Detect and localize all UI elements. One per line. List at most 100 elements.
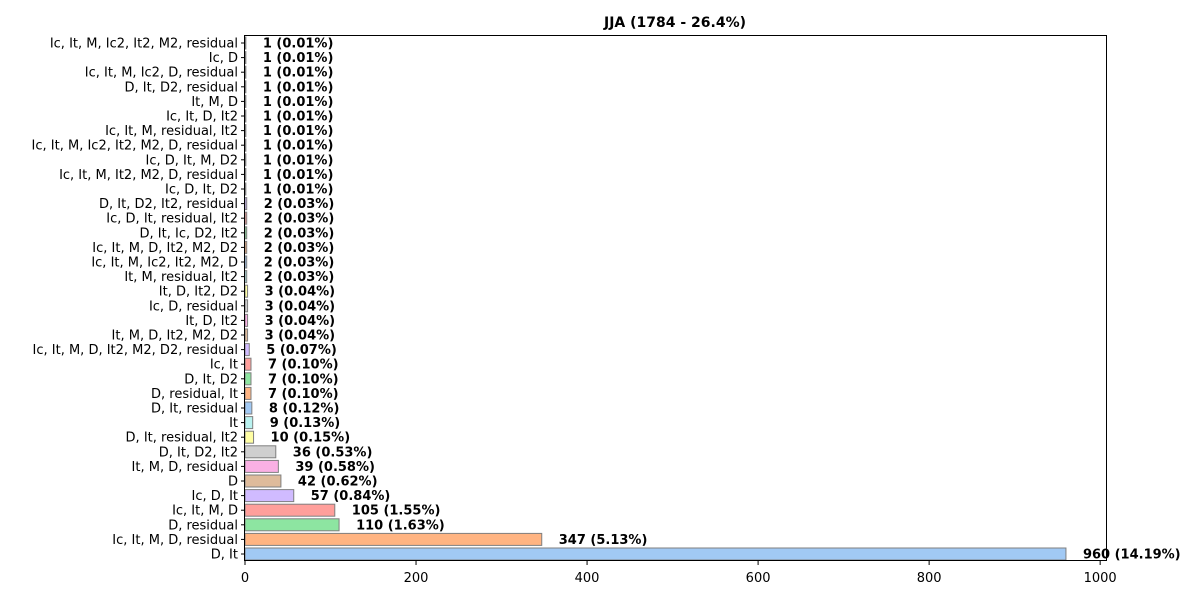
bar — [244, 328, 249, 342]
y-tick-label: Ic, D, It, residual, It2 — [106, 212, 238, 227]
data-label: 7 (0.10%) — [268, 387, 339, 402]
bar — [244, 313, 249, 327]
bar — [244, 270, 248, 284]
data-label: 960 (14.19%) — [1083, 548, 1181, 563]
y-tick-label: D, It, residual — [151, 402, 238, 417]
bar — [244, 255, 248, 269]
bar — [244, 474, 282, 488]
data-label: 2 (0.03%) — [264, 197, 335, 212]
y-tick-label: D, residual, It — [151, 387, 238, 402]
bar — [244, 430, 255, 444]
x-tick-label: 200 — [404, 571, 429, 586]
y-tick-label: Ic, It — [210, 358, 238, 373]
data-label: 105 (1.55%) — [352, 504, 441, 519]
bar — [244, 299, 249, 313]
data-label: 2 (0.03%) — [264, 241, 335, 256]
bar — [244, 138, 247, 152]
data-label: 1 (0.01%) — [263, 51, 334, 66]
data-label: 1 (0.01%) — [263, 80, 334, 95]
plot-frame — [244, 35, 1107, 561]
data-label: 3 (0.04%) — [265, 329, 336, 344]
bar — [244, 65, 247, 79]
bar — [244, 416, 254, 430]
y-tick-label: Ic, It, M, Ic2, It2, M2, residual — [50, 37, 238, 52]
data-label: 1 (0.01%) — [263, 37, 334, 52]
y-tick-label: Ic, D, It, D2 — [165, 183, 238, 198]
bar — [244, 211, 248, 225]
bar — [244, 36, 247, 50]
y-tick-label: It — [229, 416, 238, 431]
bar — [244, 109, 247, 123]
data-label: 7 (0.10%) — [268, 358, 339, 373]
y-tick-label: Ic, It, M, D, It2, M2, D2, residual — [33, 343, 238, 358]
y-tick-label: Ic, It, M, D — [172, 504, 238, 519]
data-label: 8 (0.12%) — [269, 402, 340, 417]
data-label: 7 (0.10%) — [268, 372, 339, 387]
y-tick-label: It, M, D — [191, 95, 238, 110]
y-tick-label: D, It, D2, It2 — [159, 445, 238, 460]
x-tick-label: 600 — [746, 571, 771, 586]
y-tick-label: Ic, D — [209, 51, 238, 66]
bar — [244, 51, 247, 65]
y-tick-label: It, M, residual, It2 — [124, 270, 238, 285]
data-label: 2 (0.03%) — [264, 226, 335, 241]
y-tick-label: Ic, It, D, It2 — [166, 110, 238, 125]
data-label: 3 (0.04%) — [265, 285, 336, 300]
bar — [244, 240, 248, 254]
bar — [244, 372, 252, 386]
bar — [244, 547, 1067, 561]
y-tick-label: D, It, D2 — [184, 372, 238, 387]
data-label: 1 (0.01%) — [263, 110, 334, 125]
bar — [244, 518, 340, 532]
y-tick-label: D — [228, 475, 238, 490]
y-tick-label: D, It, D2, residual — [124, 80, 238, 95]
data-labels: 960 (14.19%) 347 (5.13%) 110 (1.63%)105 (1… — [263, 37, 1181, 563]
bar — [244, 226, 248, 240]
bar — [244, 80, 247, 94]
bar — [244, 94, 247, 108]
data-label: 1 (0.01%) — [263, 66, 334, 81]
bar — [244, 182, 247, 196]
bar — [244, 401, 253, 415]
data-label: 3 (0.04%) — [265, 314, 336, 329]
y-tick-label: Ic, It, M, It2, M2, D, residual — [59, 168, 238, 183]
y-tick-label: D, It, Ic, D2, It2 — [140, 226, 238, 241]
data-label: 3 (0.04%) — [265, 299, 336, 314]
data-label: 1 (0.01%) — [263, 124, 334, 139]
y-tick-label: Ic, It, M, Ic2, It2, M2, D, residual — [32, 139, 238, 154]
bar — [244, 532, 543, 546]
bar — [244, 386, 252, 400]
bar — [244, 124, 247, 138]
y-tick-label: Ic, It, M, residual, It2 — [105, 124, 238, 139]
bar — [244, 459, 279, 473]
bar — [244, 284, 249, 298]
y-tick-label: Ic, D, It — [192, 489, 238, 504]
bar — [244, 343, 250, 357]
data-label: 2 (0.03%) — [264, 212, 335, 227]
y-tick-label: It, M, D, residual — [132, 460, 238, 475]
bar — [244, 167, 247, 181]
data-label: 1 (0.01%) — [263, 183, 334, 198]
data-label: 1 (0.01%) — [263, 139, 334, 154]
bar — [244, 197, 248, 211]
data-label: 1 (0.01%) — [263, 168, 334, 183]
data-label: 9 (0.13%) — [270, 416, 341, 431]
data-label: 2 (0.03%) — [264, 256, 335, 271]
data-label: 1 (0.01%) — [263, 153, 334, 168]
data-label: 57 (0.84%) — [311, 489, 391, 504]
x-tick-label: 0 — [241, 571, 249, 586]
y-tick-label: Ic, D, residual — [149, 299, 238, 314]
data-label: 42 (0.62%) — [298, 475, 378, 490]
y-tick-label: Ic, It, M, Ic2, D, residual — [85, 66, 238, 81]
data-label: 36 (0.53%) — [293, 445, 373, 460]
data-label: 1 (0.01%) — [263, 95, 334, 110]
bar — [244, 445, 277, 459]
bar — [244, 489, 295, 503]
bar — [244, 153, 247, 167]
data-label: 39 (0.58%) — [295, 460, 375, 475]
x-tick-label: 800 — [917, 571, 942, 586]
y-tick-label: D, It — [211, 548, 238, 563]
